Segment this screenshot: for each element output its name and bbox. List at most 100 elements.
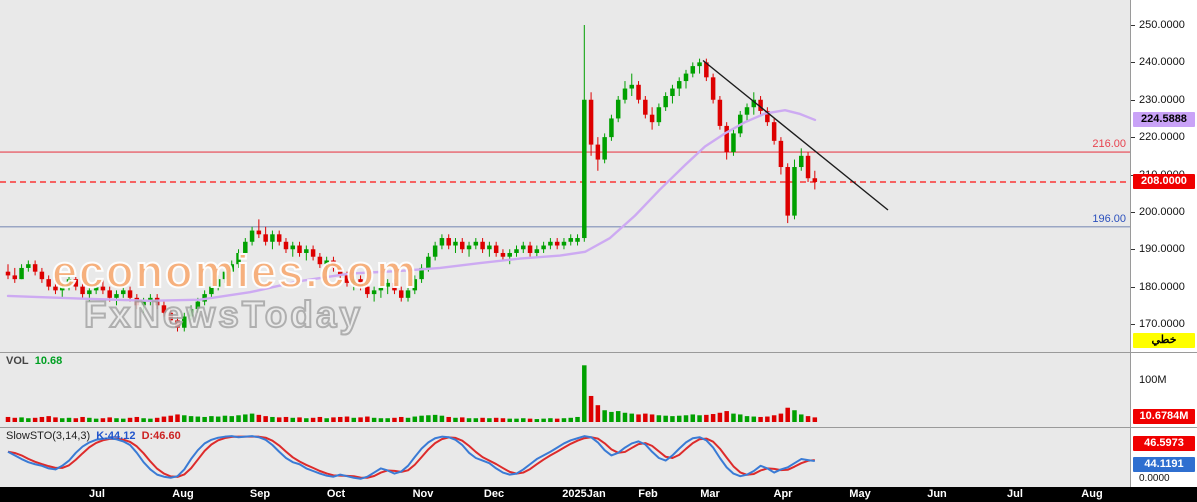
volume-bar (704, 414, 709, 422)
volume-bar (141, 418, 146, 422)
candle-body (310, 249, 316, 257)
candle-body (398, 290, 404, 298)
price-chart-canvas[interactable] (0, 0, 1130, 352)
timeline-month-label[interactable]: Jun (927, 488, 947, 500)
last-price-badge: 208.0000 (1133, 173, 1195, 189)
timeline-month-label[interactable]: Sep (249, 488, 271, 500)
candle-body (805, 155, 811, 179)
volume-bar (344, 416, 350, 422)
volume-bar (209, 416, 214, 422)
candle-body (487, 245, 492, 250)
candle-body (697, 62, 702, 67)
candle-body (690, 66, 696, 74)
volume-bar (148, 418, 153, 422)
timeline-month-label[interactable]: 2025Jan (562, 488, 606, 500)
candle-body (622, 88, 628, 100)
timeline-month-label[interactable]: Aug (1081, 488, 1103, 500)
price-tick-label: 230.0000 (1139, 93, 1185, 106)
candle-body (222, 271, 228, 280)
volume-bar (378, 418, 384, 422)
candle-body (575, 238, 580, 242)
candle-body (507, 252, 512, 257)
candle-body (643, 99, 648, 115)
volume-bar (249, 413, 255, 422)
volume-bar (12, 417, 18, 422)
volume-bar (256, 414, 262, 422)
candle-body (561, 241, 567, 246)
timeline-month-label[interactable]: Mar (700, 488, 720, 500)
timeline-month-label[interactable]: Feb (638, 488, 658, 500)
volume-bar (351, 417, 357, 422)
candle-body (53, 286, 58, 291)
candle-body (127, 290, 133, 298)
volume-bar (385, 418, 390, 422)
candle-body (771, 122, 777, 141)
volume-bar (493, 417, 499, 422)
stochastic-header: SlowSTO(3,14,3) K:44.12 D:46.60 (6, 430, 181, 442)
volume-stochastic-separator[interactable] (0, 427, 1197, 428)
candle-body (182, 316, 187, 328)
candle-body (331, 260, 336, 268)
volume-panel-canvas[interactable] (0, 352, 1130, 427)
volume-bar (331, 417, 336, 422)
volume-bar (398, 416, 404, 422)
volume-bar (805, 416, 811, 422)
volume-bar (310, 417, 316, 422)
candle-body (297, 245, 302, 253)
candle-body (778, 140, 784, 168)
volume-bar (487, 418, 492, 422)
stochastic-k-line (7, 435, 815, 480)
volume-bar (609, 411, 614, 422)
volume-bar (182, 415, 187, 422)
volume-bar (554, 418, 560, 422)
volume-bar (19, 417, 24, 422)
timeline-month-label[interactable]: Apr (773, 488, 793, 500)
volume-axis-tick: 100M (1139, 374, 1167, 386)
timeline-month-label[interactable]: Dec (483, 488, 505, 500)
candle-body (209, 286, 214, 295)
candle-body (378, 286, 384, 291)
volume-bar (371, 417, 377, 422)
main-volume-separator[interactable] (0, 352, 1197, 353)
volume-bar (771, 415, 777, 422)
volume-bar (527, 418, 533, 422)
timeline-month-label[interactable]: Jul (1007, 488, 1023, 500)
volume-bar (663, 415, 668, 422)
candle-body (439, 238, 445, 246)
price-tickmark (1131, 211, 1135, 213)
timeline-month-label[interactable]: May (849, 488, 871, 500)
candle-body (446, 238, 451, 246)
volume-bar (46, 416, 51, 422)
hline-label-216: 216.00 (1092, 138, 1126, 151)
timeline-month-label[interactable]: Jul (89, 488, 105, 500)
candle-body (276, 234, 282, 242)
candle-body (141, 301, 146, 306)
stochastic-d-value: D:46.60 (141, 430, 181, 442)
candle-body (114, 294, 119, 298)
candle-body (12, 275, 18, 280)
price-axis-panel[interactable]: 224.5888 208.0000 خطي 100M 10.6784M 46.5… (1131, 0, 1197, 487)
candle-body (649, 114, 655, 123)
candle-body (521, 245, 526, 250)
price-tickmark (1131, 99, 1135, 101)
volume-bar (758, 416, 763, 422)
timeline-month-label[interactable]: Aug (172, 488, 194, 500)
scale-type-badge[interactable]: خطي (1133, 333, 1195, 348)
timeline-month-label[interactable]: Nov (412, 488, 434, 500)
volume-bar (575, 416, 580, 422)
price-tickmark (1131, 324, 1135, 325)
candle-body (724, 125, 729, 153)
time-axis[interactable]: Jul Aug Sep Oct Nov Dec 2025Jan Feb Mar Apr May Jun… (0, 487, 1197, 502)
candle-body (731, 133, 736, 153)
candle-body (344, 275, 350, 283)
volume-bar (724, 411, 729, 422)
candle-body (466, 245, 472, 250)
volume-bar (337, 416, 343, 422)
volume-bar (737, 414, 743, 422)
volume-bar (636, 414, 641, 422)
candle-body (337, 267, 343, 276)
volume-label: VOL (6, 355, 29, 367)
stochastic-panel-canvas[interactable] (0, 427, 1130, 487)
price-tick-label: 240.0000 (1139, 56, 1185, 69)
timeline-month-label[interactable]: Oct (326, 488, 346, 500)
